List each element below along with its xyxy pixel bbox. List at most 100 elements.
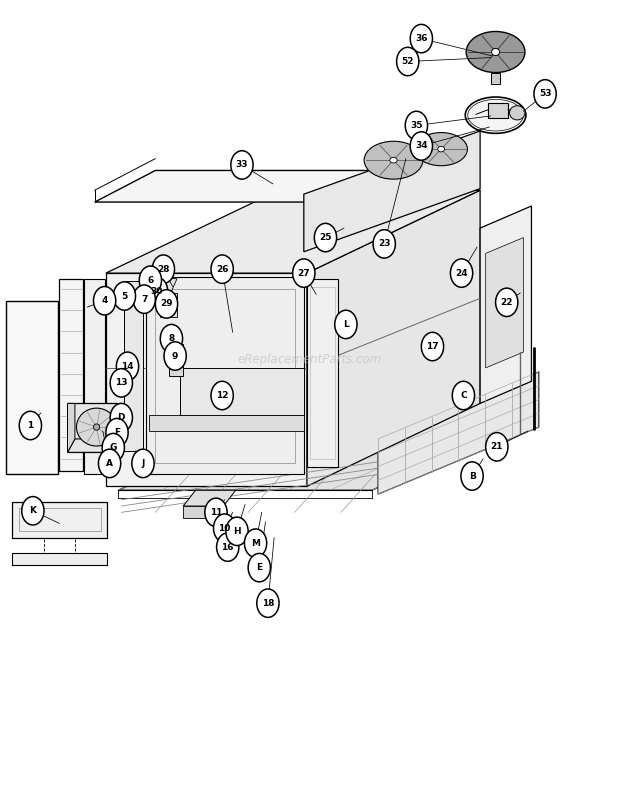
Text: 36: 36 <box>415 34 428 43</box>
Circle shape <box>405 112 428 140</box>
Ellipse shape <box>390 157 397 163</box>
Text: K: K <box>29 506 37 515</box>
Text: 22: 22 <box>500 298 513 307</box>
Circle shape <box>110 369 133 397</box>
Polygon shape <box>491 74 500 84</box>
Ellipse shape <box>438 146 445 152</box>
Polygon shape <box>161 293 177 316</box>
Circle shape <box>205 498 227 527</box>
Polygon shape <box>378 372 539 494</box>
Text: 1: 1 <box>27 421 33 430</box>
Circle shape <box>102 433 125 462</box>
Circle shape <box>110 403 133 432</box>
Text: L: L <box>343 320 349 329</box>
Text: 9: 9 <box>172 351 179 361</box>
Polygon shape <box>125 281 143 451</box>
Circle shape <box>113 282 136 310</box>
Text: 4: 4 <box>102 297 108 305</box>
Text: 53: 53 <box>539 89 551 98</box>
Text: 29: 29 <box>160 300 173 308</box>
Circle shape <box>244 529 267 558</box>
Polygon shape <box>6 301 58 475</box>
Circle shape <box>461 462 483 490</box>
Circle shape <box>335 310 357 339</box>
Circle shape <box>140 266 162 294</box>
Text: 35: 35 <box>410 121 423 130</box>
Polygon shape <box>149 415 304 431</box>
Ellipse shape <box>467 100 523 131</box>
Polygon shape <box>485 237 523 368</box>
Circle shape <box>293 259 315 287</box>
Text: 14: 14 <box>121 361 134 371</box>
Circle shape <box>450 259 472 287</box>
Text: 34: 34 <box>415 142 428 150</box>
Circle shape <box>422 332 444 361</box>
Text: F: F <box>114 428 120 437</box>
Circle shape <box>226 517 248 546</box>
Text: G: G <box>110 443 117 452</box>
Ellipse shape <box>415 133 467 166</box>
Polygon shape <box>68 403 117 452</box>
Ellipse shape <box>492 48 500 55</box>
Circle shape <box>495 288 518 316</box>
Circle shape <box>397 47 419 76</box>
Text: 33: 33 <box>236 161 248 169</box>
Text: C: C <box>460 391 467 400</box>
Text: J: J <box>141 459 144 468</box>
Text: 6: 6 <box>148 276 154 285</box>
Circle shape <box>248 554 270 582</box>
Text: 16: 16 <box>221 543 234 551</box>
Text: A: A <box>106 459 113 468</box>
Polygon shape <box>480 206 531 403</box>
Circle shape <box>373 229 396 258</box>
Circle shape <box>410 132 433 161</box>
Polygon shape <box>307 190 480 486</box>
Text: 17: 17 <box>426 342 439 351</box>
Text: 5: 5 <box>122 292 128 301</box>
Polygon shape <box>180 368 304 415</box>
Text: eReplacementParts.com: eReplacementParts.com <box>238 354 382 366</box>
Circle shape <box>534 80 556 108</box>
Polygon shape <box>118 443 477 490</box>
Polygon shape <box>68 439 125 452</box>
Circle shape <box>133 285 156 313</box>
Text: 18: 18 <box>262 599 274 607</box>
Circle shape <box>99 449 121 478</box>
Circle shape <box>19 411 42 440</box>
Text: 27: 27 <box>298 269 310 278</box>
Circle shape <box>153 255 174 283</box>
Polygon shape <box>307 278 338 467</box>
Polygon shape <box>68 403 75 452</box>
Text: 28: 28 <box>157 265 170 274</box>
Circle shape <box>161 324 182 353</box>
Polygon shape <box>106 273 307 486</box>
Polygon shape <box>183 490 236 506</box>
Text: D: D <box>118 413 125 422</box>
Circle shape <box>216 533 239 562</box>
Polygon shape <box>106 190 480 273</box>
Circle shape <box>132 449 154 478</box>
Polygon shape <box>95 171 414 202</box>
Circle shape <box>213 514 236 543</box>
Polygon shape <box>60 278 83 471</box>
Text: E: E <box>256 563 262 572</box>
Text: 8: 8 <box>168 334 175 343</box>
Text: 52: 52 <box>402 57 414 66</box>
Polygon shape <box>168 344 183 358</box>
Polygon shape <box>169 359 183 376</box>
Polygon shape <box>488 104 508 118</box>
Circle shape <box>211 255 233 283</box>
Circle shape <box>410 25 433 53</box>
Circle shape <box>257 589 279 618</box>
Polygon shape <box>84 278 105 475</box>
Circle shape <box>106 418 128 447</box>
Ellipse shape <box>510 106 525 120</box>
Ellipse shape <box>94 424 100 430</box>
Text: 23: 23 <box>378 240 391 248</box>
Text: 26: 26 <box>216 265 228 274</box>
Polygon shape <box>183 506 223 518</box>
Text: 10: 10 <box>218 524 231 532</box>
Polygon shape <box>146 277 304 475</box>
Circle shape <box>211 381 233 410</box>
Circle shape <box>146 277 168 305</box>
